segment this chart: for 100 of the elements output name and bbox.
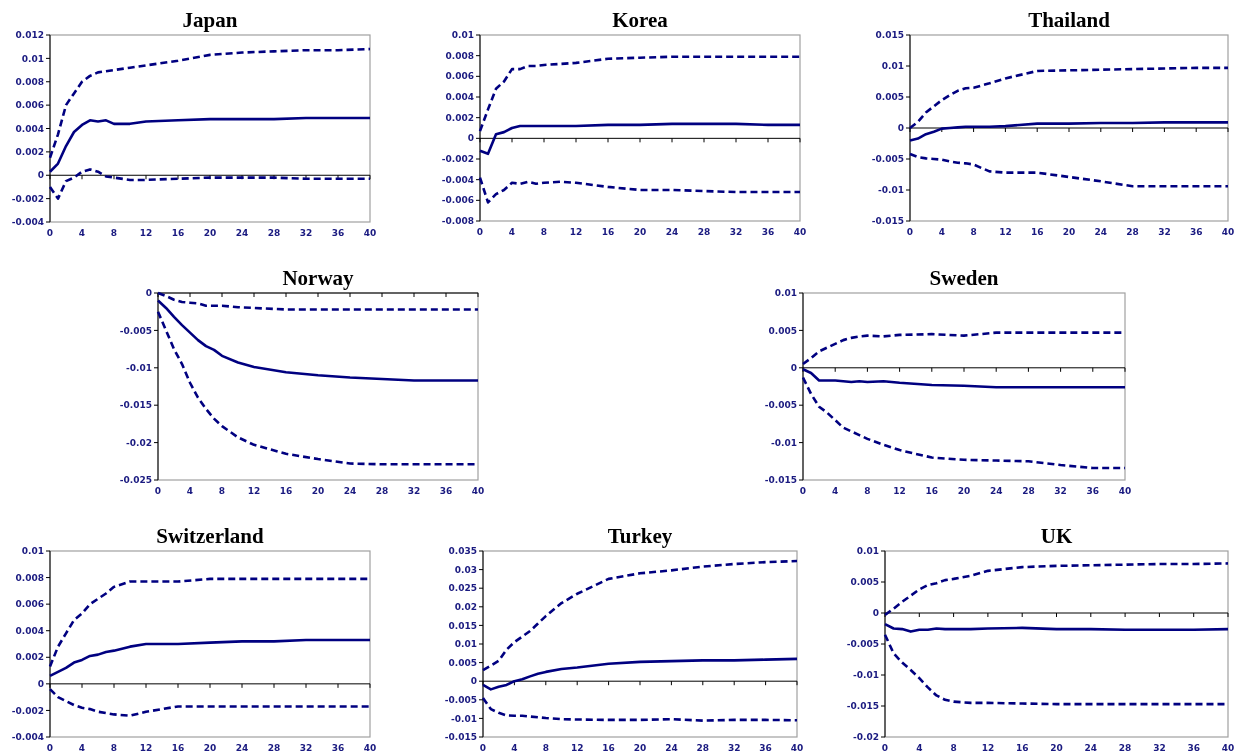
line-series — [481, 559, 799, 672]
y-tick-label: 0.025 — [448, 583, 477, 594]
line-series — [481, 657, 799, 691]
x-tick-label: 16 — [925, 486, 939, 496]
x-tick-label: 28 — [696, 743, 710, 753]
y-tick-label: 0.005 — [875, 92, 904, 103]
y-tick-label: -0.005 — [119, 325, 152, 336]
x-tick-label: 24 — [1084, 743, 1098, 753]
x-tick-label: 24 — [665, 227, 679, 237]
x-tick-label: 16 — [279, 486, 293, 496]
y-tick-label: 0 — [37, 170, 44, 181]
y-tick-label: 0.006 — [445, 71, 474, 82]
chart-title: Sweden — [929, 266, 999, 290]
x-tick-label: 12 — [570, 743, 584, 753]
chart-title: Switzerland — [156, 524, 264, 548]
y-tick-label: -0.002 — [441, 154, 474, 165]
x-tick-label: 32 — [299, 228, 313, 238]
line-series — [908, 66, 1230, 130]
x-tick-label: 16 — [602, 743, 615, 753]
y-tick-label: -0.005 — [764, 400, 797, 411]
y-tick-label: -0.015 — [119, 400, 152, 411]
x-tick-label: 20 — [1062, 227, 1076, 237]
x-tick-label: 16 — [1030, 227, 1044, 237]
x-tick-label: 4 — [938, 227, 945, 237]
x-tick-label: 12 — [139, 743, 153, 753]
x-tick-label: 8 — [950, 743, 957, 753]
x-tick-label: 16 — [171, 743, 185, 753]
x-tick-label: 4 — [832, 486, 839, 496]
y-tick-label: -0.005 — [871, 154, 904, 165]
x-tick-label: 40 — [1221, 227, 1234, 237]
line-series — [908, 152, 1230, 188]
y-tick-label: -0.01 — [878, 185, 904, 196]
y-tick-label: 0.006 — [15, 599, 44, 610]
line-series — [801, 376, 1127, 470]
y-tick-label: 0 — [145, 288, 152, 299]
x-tick-label: 4 — [186, 486, 194, 496]
x-tick-label: 20 — [633, 743, 647, 753]
y-tick-label: 0.005 — [448, 657, 477, 668]
x-tick-label: 0 — [476, 227, 484, 237]
x-tick-label: 16 — [1015, 743, 1029, 753]
x-tick-label: 32 — [729, 227, 743, 237]
y-tick-label: -0.02 — [853, 732, 879, 743]
x-tick-label: 8 — [970, 227, 977, 237]
line-series — [48, 638, 372, 678]
y-tick-label: -0.015 — [871, 216, 904, 227]
y-tick-label: -0.025 — [119, 475, 152, 486]
x-tick-label: 20 — [203, 228, 217, 238]
x-tick-label: 32 — [1158, 227, 1171, 237]
y-tick-label: -0.015 — [764, 475, 797, 486]
y-tick-label: -0.01 — [853, 670, 879, 681]
x-tick-label: 0 — [46, 743, 54, 753]
x-tick-label: 16 — [601, 227, 615, 237]
x-tick-label: 12 — [247, 486, 261, 496]
y-tick-label: -0.01 — [126, 362, 152, 373]
line-series — [883, 622, 1230, 633]
y-tick-label: 0.015 — [875, 30, 904, 41]
y-tick-label: 0.01 — [881, 61, 904, 72]
x-tick-label: 20 — [1050, 743, 1063, 753]
y-tick-label: -0.02 — [126, 437, 152, 448]
y-tick-label: -0.006 — [441, 195, 474, 206]
x-tick-label: 4 — [916, 743, 923, 753]
chart-title: Korea — [612, 8, 669, 32]
line-series — [478, 122, 802, 156]
chart-title: Japan — [182, 8, 238, 32]
line-series — [478, 176, 802, 204]
chart-title: Turkey — [607, 524, 673, 548]
x-tick-label: 8 — [864, 486, 871, 496]
y-tick-label: 0 — [470, 676, 477, 687]
y-tick-label: -0.002 — [11, 193, 44, 204]
y-tick-label: 0 — [37, 679, 44, 690]
x-tick-label: 36 — [331, 228, 345, 238]
y-tick-label: -0.008 — [441, 216, 474, 227]
x-tick-label: 40 — [363, 228, 377, 238]
y-tick-label: -0.005 — [444, 694, 477, 705]
line-series — [48, 687, 372, 718]
x-tick-label: 28 — [375, 486, 389, 496]
x-tick-label: 8 — [542, 743, 549, 753]
line-series — [801, 368, 1127, 389]
y-tick-label: 0.008 — [15, 76, 44, 87]
x-tick-label: 32 — [407, 486, 421, 496]
y-tick-label: 0.004 — [15, 625, 44, 636]
x-tick-label: 28 — [267, 228, 281, 238]
x-tick-label: 4 — [78, 228, 86, 238]
x-tick-label: 8 — [218, 486, 226, 496]
x-tick-label: 4 — [511, 743, 518, 753]
y-tick-label: 0.015 — [448, 620, 477, 631]
y-tick-label: 0.01 — [21, 546, 44, 557]
x-tick-label: 40 — [790, 743, 804, 753]
x-tick-label: 24 — [235, 228, 249, 238]
x-tick-label: 12 — [569, 227, 583, 237]
x-tick-label: 0 — [799, 486, 807, 496]
x-tick-label: 8 — [110, 228, 118, 238]
y-tick-label: -0.004 — [11, 732, 44, 743]
y-tick-label: -0.01 — [771, 437, 797, 448]
chart-title: UK — [1040, 524, 1073, 548]
x-tick-label: 40 — [793, 227, 807, 237]
x-tick-label: 20 — [203, 743, 217, 753]
x-tick-label: 32 — [299, 743, 313, 753]
y-tick-label: -0.005 — [846, 639, 879, 650]
line-series — [481, 696, 799, 722]
